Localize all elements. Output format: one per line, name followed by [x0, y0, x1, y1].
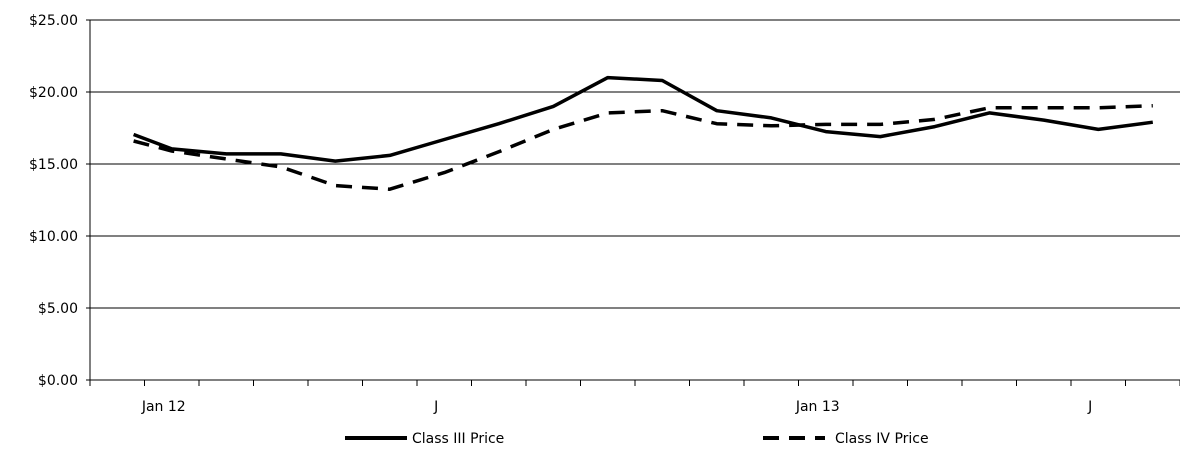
y-tick-label: $10.00	[29, 229, 78, 245]
axes	[89, 20, 1180, 381]
x-tick-label: Jan 12	[141, 399, 186, 415]
y-tick-label: $20.00	[29, 85, 78, 101]
x-tick-label: J	[1087, 399, 1092, 415]
series-line-2	[133, 103, 1153, 191]
y-tick-label: $25.00	[29, 13, 78, 29]
x-axis-ticks: Jan 12 J Jan 13 J	[89, 380, 1180, 415]
legend-label-1: Class III Price	[412, 431, 504, 447]
y-tick-label: $15.00	[29, 157, 78, 173]
y-axis-ticks: $0.00 $5.00 $10.00 $15.00 $20.00 $25.00	[29, 13, 90, 389]
legend-label-2: Class IV Price	[835, 431, 929, 447]
series-line-1	[132, 75, 1154, 163]
x-tick-label: J	[433, 399, 438, 415]
y-tick-label: $0.00	[38, 373, 78, 389]
legend: Class III Price Class IV Price	[345, 431, 929, 447]
series-lines	[132, 75, 1154, 191]
x-tick-label: Jan 13	[795, 399, 840, 415]
y-tick-label: $5.00	[38, 301, 78, 317]
gridlines	[90, 19, 1180, 309]
